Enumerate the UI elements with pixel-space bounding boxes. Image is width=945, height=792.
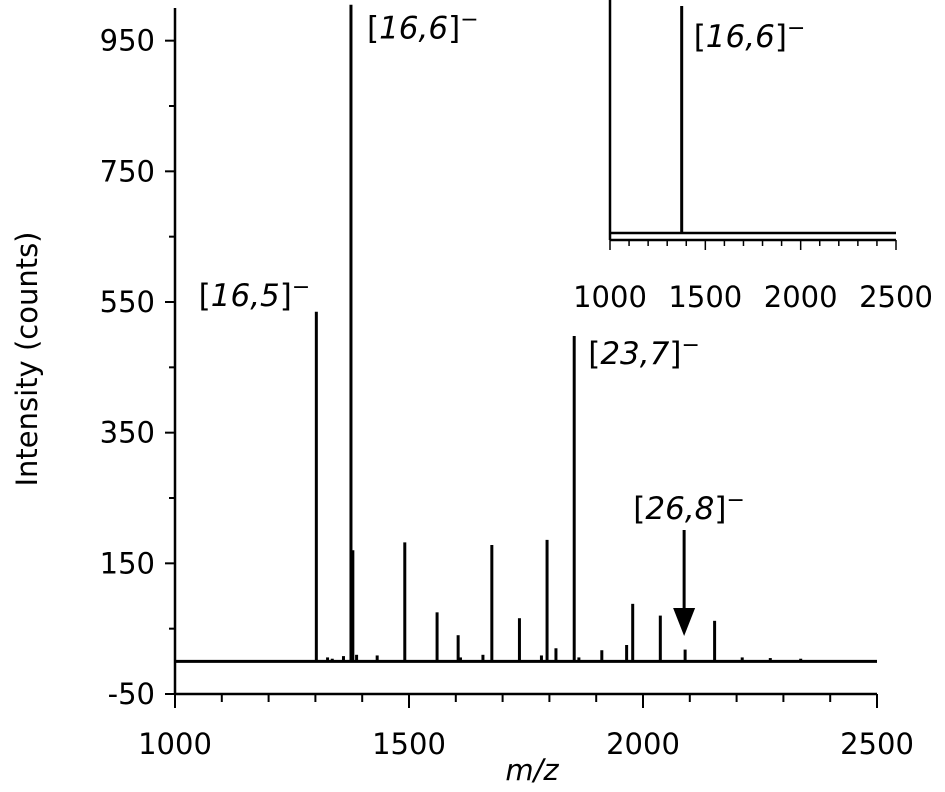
inset-plot: 1000 1500 2000 2500 [16,6]− xyxy=(573,0,933,314)
peak-label-23-7: [23,7]− xyxy=(588,333,700,372)
y-tick-label: -50 xyxy=(108,677,155,711)
x-tick-label: 2000 xyxy=(606,727,680,761)
y-tick-label: 950 xyxy=(100,24,155,58)
main-plot: -50 150 350 550 750 950 1000 1500 2000 2500 m/z Int… xyxy=(10,4,914,787)
y-tick-label: 150 xyxy=(100,546,155,580)
x-tick-label: 1500 xyxy=(372,727,446,761)
y-tick-label: 350 xyxy=(100,416,155,450)
x-tick-label: 2500 xyxy=(840,727,914,761)
peak-label-16-5: [16,5]− xyxy=(199,275,311,314)
peak-label-26-8: [26,8]− xyxy=(633,488,745,527)
inset-x-tick-label: 1000 xyxy=(573,280,647,314)
y-tick-label: 750 xyxy=(100,154,155,188)
inset-x-tick-label: 2500 xyxy=(859,280,933,314)
peak-label-16-6: [16,6]− xyxy=(367,8,479,47)
x-axis-title: m/z xyxy=(505,753,559,787)
inset-peak-label-16-6: [16,6]− xyxy=(694,16,806,55)
inset-x-tick-label: 1500 xyxy=(668,280,742,314)
inset-x-tick-label: 2000 xyxy=(764,280,838,314)
y-axis-title: Intensity (counts) xyxy=(10,232,44,487)
arrow-head xyxy=(673,608,696,636)
y-tick-label: 550 xyxy=(100,285,155,319)
x-tick-label: 1000 xyxy=(138,727,212,761)
